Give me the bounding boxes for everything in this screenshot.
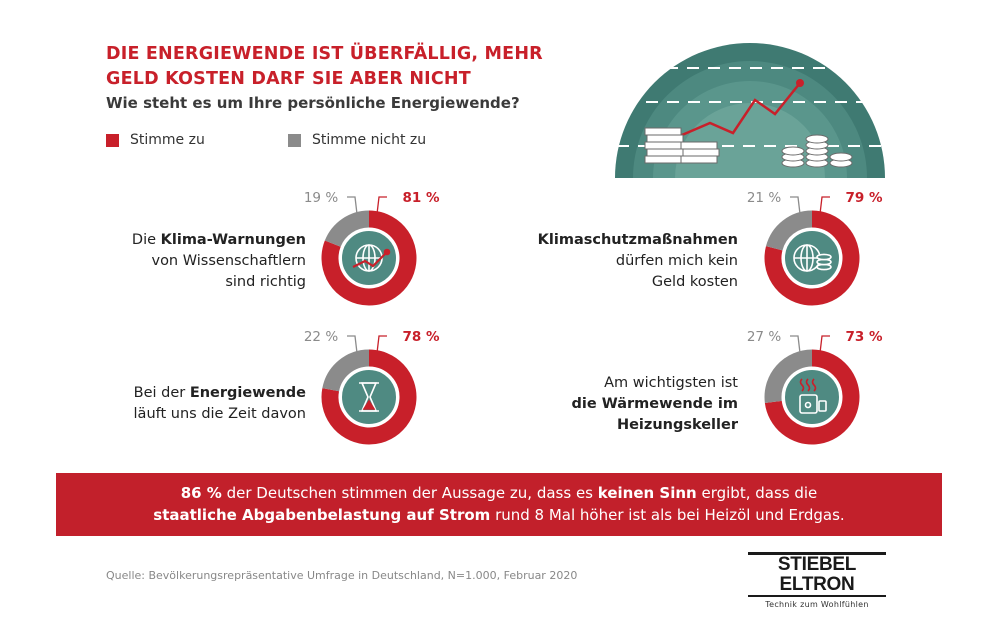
globe-trend-icon — [352, 244, 391, 272]
banner-bold-1: keinen Sinn — [597, 484, 697, 502]
donut-1: 19 % 81 % — [304, 190, 440, 306]
statement-4-line-1: Am wichtigsten ist — [604, 375, 738, 391]
legend-agree-label: Stimme zu — [130, 132, 205, 148]
donut-3-agree-slice — [321, 349, 417, 445]
donut-4-disagree-leader — [790, 335, 801, 354]
donut-3-agree-leader — [376, 335, 387, 354]
banner-text-1: der Deutschen stimmen der Aussage zu, da… — [221, 484, 598, 502]
donut-3-disagree-label: 22 % — [304, 329, 338, 345]
statement-3-text: Bei der Energiewende läuft uns die Zeit … — [80, 383, 306, 425]
statement-1-text: Die Klima-Warnungen von Wissenschaftlern… — [80, 230, 306, 293]
statement-1-line-1: Die Klima-Warnungen — [80, 230, 306, 251]
donut-1-agree-leader — [376, 196, 387, 215]
donut-4-disagree-label: 27 % — [747, 329, 781, 345]
statement-1-pre: Die — [131, 232, 161, 248]
donut-4-disagree-slice — [764, 349, 813, 403]
banner-text-3: rund 8 Mal höher ist als bei Heizöl und … — [490, 506, 845, 524]
donut-2-agree-label: 79 % — [845, 190, 882, 206]
statement-1-line-2: von Wissenschaftlern — [151, 253, 306, 269]
donut-4-agree-label: 73 % — [845, 329, 882, 345]
legend-swatch-agree — [106, 133, 119, 147]
legend-disagree-label: Stimme nicht zu — [312, 132, 427, 148]
donut-1-disagree-leader — [347, 196, 358, 215]
legend-disagree: Stimme nicht zu — [288, 132, 426, 148]
donut-2-disagree-slice — [765, 210, 813, 251]
statement-2-line-3: Geld kosten — [651, 274, 738, 290]
title-line-2: GELD KOSTEN DARF SIE ABER NICHT — [106, 69, 471, 89]
statement-4-line-3: Heizungskeller — [520, 415, 738, 436]
donut-2-agree-leader — [819, 196, 830, 215]
donut-3-disagree-slice — [322, 349, 370, 392]
donut-4: 27 % 73 % — [747, 329, 883, 445]
donut-3-disagree-leader — [347, 335, 358, 354]
donut-4-agree-slice — [764, 349, 860, 445]
banner-line-1: 86 % der Deutschen stimmen der Aussage z… — [56, 482, 942, 504]
page-subtitle: Wie steht es um Ihre persönliche Energie… — [106, 94, 520, 112]
banner-text-2: ergibt, dass die — [696, 484, 818, 502]
statement-3-bold: Energiewende — [189, 385, 306, 401]
statement-2-bold: Klimaschutzmaßnahmen — [537, 232, 738, 248]
donut-3-agree-label: 78 % — [402, 329, 439, 345]
donut-4-agree-leader — [819, 335, 830, 354]
donut-1-agree-slice — [321, 210, 417, 306]
statement-1-line-3: sind richtig — [225, 274, 306, 290]
statement-4-text: Am wichtigsten ist die Wärmewende im Hei… — [520, 373, 738, 436]
donut-3: 22 % 78 % — [304, 329, 440, 445]
title-line-1: DIE ENERGIEWENDE IST ÜBERFÄLLIG, MEHR — [106, 44, 543, 64]
legend-agree: Stimme zu — [106, 132, 205, 148]
statement-1-bold: Klima-Warnungen — [160, 232, 306, 248]
statement-4-bold: die Wärmewende im — [571, 396, 738, 412]
donut-4-center — [783, 368, 841, 426]
statement-4-line-2: die Wärmewende im — [520, 394, 738, 415]
brand-logo: STIEBEL ELTRON Technik zum Wohlfühlen — [748, 552, 886, 609]
energy-cost-illustration — [615, 43, 885, 178]
donut-charts: 19 % 81 % 21 % 79 % 22 % 78 % 27 % 73 % — [304, 190, 883, 445]
donut-3-center — [340, 368, 398, 426]
key-finding-banner: 86 % der Deutschen stimmen der Aussage z… — [56, 473, 942, 536]
donut-2-disagree-leader — [790, 196, 801, 215]
banner-percent: 86 % — [180, 484, 222, 502]
statement-3-line-2: läuft uns die Zeit davon — [133, 406, 306, 422]
statement-3-pre: Bei der — [133, 385, 190, 401]
donut-1-agree-label: 81 % — [402, 190, 439, 206]
statement-4-bold-2: Heizungskeller — [616, 417, 738, 433]
banner-bold-2: staatliche Abgabenbelastung auf Strom — [153, 506, 491, 524]
page-title: DIE ENERGIEWENDE IST ÜBERFÄLLIG, MEHR GE… — [106, 42, 546, 92]
donut-1-disagree-label: 19 % — [304, 190, 338, 206]
legend-swatch-disagree — [288, 133, 301, 147]
globe-coins-icon — [793, 244, 832, 272]
statement-2-line-1: Klimaschutzmaßnahmen — [520, 230, 738, 251]
donut-2: 21 % 79 % — [747, 190, 883, 306]
statement-2-text: Klimaschutzmaßnahmen dürfen mich kein Ge… — [520, 230, 738, 293]
logo-name: STIEBEL ELTRON — [748, 552, 886, 597]
statement-3-line-1: Bei der Energiewende — [80, 383, 306, 404]
donut-2-disagree-label: 21 % — [747, 190, 781, 206]
banner-line-2: staatliche Abgabenbelastung auf Strom ru… — [56, 504, 942, 526]
donut-2-agree-slice — [764, 210, 860, 306]
donut-1-disagree-slice — [324, 210, 370, 248]
statement-2-line-2: dürfen mich kein — [615, 253, 738, 269]
hourglass-icon — [359, 382, 379, 412]
logo-tagline: Technik zum Wohlfühlen — [765, 600, 869, 609]
heater-icon — [799, 378, 827, 414]
source-note: Quelle: Bevölkerungsrepräsentative Umfra… — [106, 569, 578, 582]
